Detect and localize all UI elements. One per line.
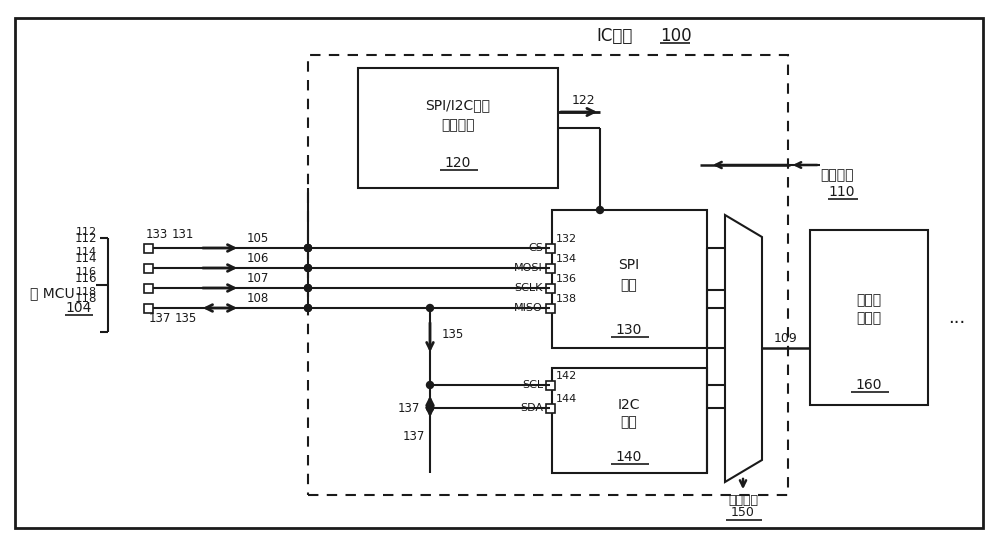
Text: 100: 100	[660, 27, 692, 45]
Bar	[546, 381, 554, 389]
Text: 137: 137	[149, 312, 171, 324]
Text: 105: 105	[247, 232, 269, 245]
Circle shape	[426, 405, 434, 412]
Text: 131: 131	[172, 228, 194, 241]
Text: 114: 114	[76, 247, 97, 257]
Text: 104: 104	[65, 301, 91, 315]
Text: 检测电路: 检测电路	[441, 118, 475, 132]
Text: 137: 137	[398, 401, 420, 414]
Circle shape	[304, 284, 312, 292]
Text: 137: 137	[403, 430, 425, 442]
Circle shape	[304, 264, 312, 271]
Text: 122: 122	[572, 93, 596, 106]
Text: 108: 108	[247, 292, 269, 305]
Bar	[144, 264, 152, 272]
Circle shape	[304, 264, 312, 271]
Text: 112: 112	[76, 227, 97, 237]
Text: 118: 118	[76, 287, 97, 297]
Text: SDA: SDA	[520, 403, 543, 413]
Text: CS: CS	[528, 243, 543, 253]
Text: IC器件: IC器件	[596, 27, 632, 45]
Circle shape	[304, 305, 312, 312]
Text: 142: 142	[556, 371, 577, 381]
Bar	[546, 283, 554, 293]
Bar	[546, 244, 554, 252]
Bar	[308, 55, 788, 495]
Text: 114: 114	[74, 252, 97, 265]
Circle shape	[426, 382, 434, 389]
Polygon shape	[725, 215, 762, 482]
Text: 135: 135	[442, 329, 464, 341]
Text: SPI/I2C方式: SPI/I2C方式	[426, 98, 490, 112]
Text: 138: 138	[556, 294, 577, 304]
Text: 112: 112	[74, 233, 97, 246]
Text: I2C: I2C	[618, 398, 640, 412]
Bar	[546, 403, 554, 412]
Bar	[546, 304, 554, 312]
Text: 116: 116	[74, 272, 97, 286]
Text: 140: 140	[616, 450, 642, 464]
Text: 116: 116	[76, 267, 97, 277]
Text: 144: 144	[556, 394, 577, 404]
Text: 106: 106	[247, 252, 269, 264]
Text: 寄存器: 寄存器	[856, 293, 882, 307]
Bar	[144, 304, 152, 312]
Text: 118: 118	[75, 293, 97, 306]
Text: 至 MCU: 至 MCU	[30, 286, 75, 300]
Circle shape	[304, 245, 312, 252]
Text: 132: 132	[556, 234, 577, 244]
Circle shape	[596, 206, 604, 213]
Text: 选择电路: 选择电路	[728, 494, 758, 507]
Circle shape	[426, 305, 434, 312]
Text: 电路: 电路	[621, 278, 637, 292]
Text: 电路: 电路	[621, 415, 637, 429]
Text: 120: 120	[445, 156, 471, 170]
Text: 接口电路: 接口电路	[820, 168, 854, 182]
Text: 107: 107	[247, 271, 269, 284]
Bar	[144, 244, 152, 252]
Text: 134: 134	[556, 254, 577, 264]
Text: 135: 135	[175, 312, 197, 324]
Text: 110: 110	[828, 185, 854, 199]
Bar	[546, 264, 554, 272]
Text: 160: 160	[856, 378, 882, 392]
Text: 133: 133	[146, 228, 168, 241]
Text: 136: 136	[556, 274, 577, 284]
Text: 109: 109	[774, 331, 798, 345]
Circle shape	[304, 305, 312, 312]
Text: SCL: SCL	[522, 380, 543, 390]
Bar	[552, 368, 707, 473]
Bar	[810, 230, 928, 405]
Circle shape	[304, 245, 312, 252]
Text: MOSI: MOSI	[514, 263, 543, 273]
Bar	[358, 68, 558, 188]
Text: SPI: SPI	[618, 258, 640, 272]
Text: SCLK: SCLK	[515, 283, 543, 293]
Text: 130: 130	[616, 323, 642, 337]
Circle shape	[304, 245, 312, 252]
Text: 150: 150	[731, 507, 755, 519]
Text: ...: ...	[948, 309, 965, 327]
Text: 存储器: 存储器	[856, 311, 882, 325]
Bar	[144, 283, 152, 293]
Text: MISO: MISO	[514, 303, 543, 313]
Bar	[552, 210, 707, 348]
Circle shape	[304, 284, 312, 292]
